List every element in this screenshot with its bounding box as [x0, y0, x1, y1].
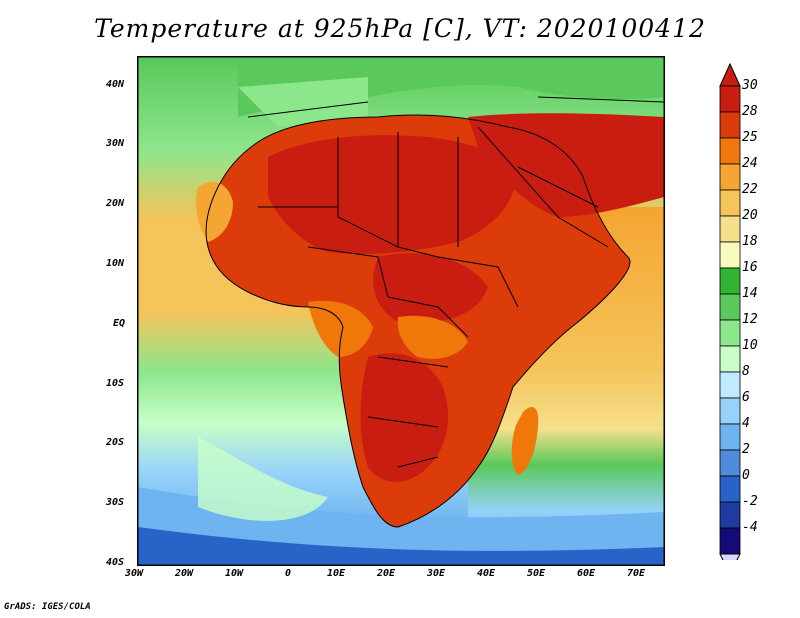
- colorbar-segment: [719, 241, 741, 269]
- colorbar-label: 2: [742, 442, 750, 457]
- colorbar-label: 14: [742, 286, 758, 301]
- colorbar-segment: [719, 527, 741, 555]
- lat-label-10s: 10S: [106, 378, 125, 389]
- colorbar-segment: [719, 293, 741, 321]
- colorbar-segment: [719, 319, 741, 347]
- colorbar-segment: [719, 501, 741, 529]
- southern-cold-band: [138, 527, 664, 565]
- map-canvas: [138, 57, 664, 565]
- lon-label-20e: 20E: [377, 568, 396, 579]
- colorbar-label: 6: [742, 390, 750, 405]
- congo-warm: [397, 315, 468, 359]
- colorbar-segment: [719, 423, 741, 451]
- colorbar-segment: [719, 345, 741, 373]
- colorbar-label: 0: [742, 468, 750, 483]
- lon-label-60e: 60E: [577, 568, 596, 579]
- lat-label-10n: 10N: [106, 258, 125, 269]
- lon-label-10w: 10W: [225, 568, 244, 579]
- arabia-hot-core: [468, 113, 664, 217]
- sahara-hot-core: [268, 135, 518, 254]
- colorbar-segment: [719, 85, 741, 113]
- temperature-map: [137, 56, 665, 566]
- lat-label-30s: 30S: [106, 497, 125, 508]
- colorbar-label: 10: [742, 338, 758, 353]
- colorbar-segment: [719, 449, 741, 477]
- colorbar-segment: [719, 397, 741, 425]
- lon-label-70e: 70E: [627, 568, 646, 579]
- lat-label-20n: 20N: [106, 198, 125, 209]
- colorbar-label: 22: [742, 182, 758, 197]
- colorbar-label: 18: [742, 234, 758, 249]
- colorbar-top-arrow: [719, 62, 741, 87]
- colorbar-label: 4: [742, 416, 750, 431]
- southern-africa-hot-core: [360, 353, 448, 482]
- lat-label-40n: 40N: [106, 79, 125, 90]
- colorbar-label: 25: [742, 130, 758, 145]
- colorbar-segment: [719, 163, 741, 191]
- lon-label-30w: 30W: [125, 568, 144, 579]
- map-title: Temperature at 925hPa [C], VT: 202010041…: [94, 14, 706, 43]
- madagascar: [511, 407, 539, 475]
- lat-label-20s: 20S: [106, 437, 125, 448]
- colorbar-label: 24: [742, 156, 758, 171]
- lon-label-30e: 30E: [427, 568, 446, 579]
- colorbar-segment: [719, 475, 741, 503]
- colorbar-segment: [719, 215, 741, 243]
- grads-credit: GrADS: IGES/COLA: [4, 602, 91, 612]
- colorbar-label: 12: [742, 312, 758, 327]
- colorbar-label: -4: [742, 520, 758, 535]
- lon-label-0: 0: [285, 568, 292, 579]
- lon-label-50e: 50E: [527, 568, 546, 579]
- lon-label-20w: 20W: [175, 568, 194, 579]
- colorbar-segment: [719, 267, 741, 295]
- europe-green: [238, 57, 664, 117]
- colorbar-bottom-arrow: [719, 553, 741, 560]
- country-borders: [205, 96, 664, 528]
- lon-label-10e: 10E: [327, 568, 346, 579]
- colorbar-segment: [719, 111, 741, 139]
- colorbar-label: 28: [742, 104, 758, 119]
- lat-label-eq: EQ: [113, 318, 126, 329]
- colorbar-segment: [719, 371, 741, 399]
- west-coast-cooler: [196, 182, 233, 242]
- colorbar: [719, 62, 741, 560]
- colorbar-segment: [719, 189, 741, 217]
- central-africa-hot: [373, 253, 488, 324]
- lat-label-30n: 30N: [106, 138, 125, 149]
- colorbar-label: -2: [742, 494, 758, 509]
- gulf-guinea-warm: [308, 300, 373, 357]
- colorbar-label: 20: [742, 208, 758, 223]
- lon-label-40e: 40E: [477, 568, 496, 579]
- colorbar-label: 30: [742, 78, 758, 93]
- colorbar-segment: [719, 137, 741, 165]
- cool-patch: [198, 437, 328, 521]
- lat-label-40s: 40S: [106, 557, 125, 568]
- colorbar-label: 8: [742, 364, 750, 379]
- colorbar-label: 16: [742, 260, 758, 275]
